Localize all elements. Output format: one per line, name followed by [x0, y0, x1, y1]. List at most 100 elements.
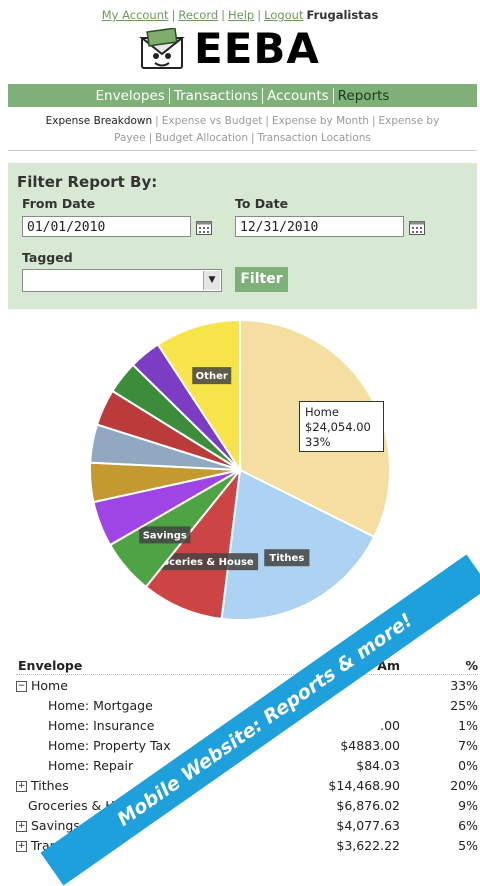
help-link[interactable]: Help [228, 8, 255, 22]
tagged-label: Tagged [22, 250, 73, 265]
envelope-percent: 0% [458, 758, 478, 773]
logo-text: EEBA [194, 24, 320, 73]
envelope-name: + Tithes [16, 778, 69, 793]
slice-label: Tithes [264, 549, 310, 567]
nav-divider [262, 87, 264, 104]
subnav-expense-breakdown[interactable]: Expense Breakdown [45, 115, 153, 127]
link-separator: | [257, 8, 262, 22]
envelope-amount: $14,468.90 [328, 778, 400, 793]
table-row[interactable]: − Home 33% [16, 678, 478, 698]
tooltip-label: Home [305, 405, 339, 419]
to-date-label: To Date [235, 196, 289, 211]
table-row[interactable]: Groceries & Ho $6,876.02 9% [16, 798, 478, 818]
to-date-input[interactable]: 12/31/2010 [235, 216, 404, 237]
chart-tooltip: Home $24,054.00 33% [299, 401, 384, 452]
subnav-separator: | [148, 132, 153, 144]
subnav-separator: | [265, 115, 269, 127]
tagged-select[interactable]: ▼ [22, 269, 222, 292]
envelope-percent: 5% [458, 838, 478, 853]
envelope-name: Home: Property Tax [48, 738, 171, 753]
subnav-transaction-locations[interactable]: Transaction Locations [257, 132, 371, 144]
envelope-amount: $6,876.02 [336, 798, 400, 813]
slice-label: Other [192, 367, 232, 385]
tooltip-amount: $24,054.00 [305, 420, 371, 434]
calendar-icon[interactable] [409, 220, 425, 235]
nav-envelopes[interactable]: Envelopes [95, 87, 165, 104]
envelope-label: Home: Property Tax [48, 738, 171, 753]
subnav-separator: | [251, 132, 255, 144]
table-row[interactable]: + Savings $4,077.63 6% [16, 818, 478, 838]
subnav-separator: | [371, 115, 376, 127]
table-row[interactable]: + Tithes $14,468.90 20% [16, 778, 478, 798]
envelope-label: Home: Insurance [48, 718, 155, 733]
table-row[interactable]: Home: Property Tax $4883.00 7% [16, 738, 478, 758]
envelope-label: Groceries & Ho [28, 798, 123, 813]
link-separator: | [221, 8, 226, 22]
envelope-percent: 1% [458, 718, 478, 733]
envelope-amount: $4883.00 [340, 738, 400, 753]
envelope-percent: 33% [450, 678, 478, 693]
subnav-expense-by-payee[interactable]: Expense by Payee [114, 115, 440, 144]
report-subnav: Expense Breakdown | Expense vs Budget | Expe… [8, 113, 477, 147]
table-row[interactable]: Home: Insurance .00 1% [16, 718, 478, 738]
table-row[interactable]: + Tran $3,622.22 5% [16, 838, 478, 858]
logo[interactable]: EEBA [138, 24, 338, 76]
nav-reports[interactable]: Reports [337, 87, 390, 104]
pie-slice-tithes[interactable] [220, 468, 376, 621]
envelope-amount: $84.03 [356, 758, 400, 773]
envelope-name: + Savings [16, 818, 80, 833]
envelope-percent: 25% [450, 698, 478, 713]
envelope-name: Home: Mortgage [48, 698, 153, 713]
slice-label: Savings [139, 526, 191, 544]
envelope-name: Home: Repair [48, 758, 133, 773]
main-nav: Envelopes Transactions Accounts Reports [8, 84, 477, 107]
expand-icon[interactable]: + [16, 841, 27, 852]
pie-slice-groceries-house[interactable] [144, 466, 242, 620]
subnav-separator: | [155, 115, 159, 127]
nav-transactions[interactable]: Transactions [173, 87, 259, 104]
subnav-expense-vs-budget[interactable]: Expense vs Budget [161, 115, 263, 127]
top-links: My Account | Record | Help | Logout Frugalistas [0, 8, 480, 22]
nav-divider [332, 87, 334, 104]
subnav-budget-allocation[interactable]: Budget Allocation [155, 132, 248, 144]
envelope-amount: $3,622.22 [336, 838, 400, 853]
svg-text:Other: Other [196, 371, 228, 382]
table-row[interactable]: Home: Mortgage 25% [16, 698, 478, 718]
envelope-name: Home: Insurance [48, 718, 154, 733]
subnav-expense-by-month[interactable]: Expense by Month [271, 115, 369, 127]
envelope-percent: 7% [458, 738, 478, 753]
expand-icon[interactable]: + [16, 781, 27, 792]
calendar-icon[interactable] [196, 220, 212, 235]
expense-pie-chart: Tithes Groceries & House Savings Other [89, 318, 391, 621]
collapse-icon[interactable]: − [16, 681, 27, 692]
account-name: Frugalistas [306, 8, 379, 22]
nav-divider [168, 87, 170, 104]
my-account-link[interactable]: My Account [101, 8, 169, 22]
envelope-name: − Home [16, 678, 68, 693]
envelope-label: Savings [31, 818, 80, 833]
record-link[interactable]: Record [178, 8, 219, 22]
envelope-label: Home [31, 678, 68, 693]
envelope-label: Home: Repair [48, 758, 134, 773]
from-date-input[interactable]: 01/01/2010 [22, 216, 191, 237]
envelope-percent: 6% [458, 818, 478, 833]
header-envelope: Envelope [18, 658, 83, 673]
envelope-name: Groceries & Ho [28, 798, 122, 813]
nav-accounts[interactable]: Accounts [267, 87, 329, 104]
envelope-percent: 20% [450, 778, 478, 793]
pie-slice-other[interactable] [156, 318, 241, 474]
envelope-amount: .00 [380, 718, 400, 733]
envelope-label: Home: Mortgage [48, 698, 153, 713]
table-row[interactable]: Home: Repair $84.03 0% [16, 758, 478, 778]
filter-button[interactable]: Filter [235, 267, 288, 292]
tooltip-percent: 33% [305, 435, 331, 449]
filter-panel: Filter Report By: From Date 01/01/2010 T… [8, 163, 477, 309]
slice-label: Groceries & House [144, 553, 259, 571]
expand-icon[interactable]: + [16, 821, 27, 832]
envelope-amount: $4,077.63 [336, 818, 400, 833]
envelope-mascot-icon [139, 28, 185, 69]
svg-text:Savings: Savings [143, 530, 187, 541]
header-percent: % [465, 658, 478, 673]
chevron-down-icon: ▼ [203, 271, 220, 290]
logout-link[interactable]: Logout [264, 8, 304, 22]
